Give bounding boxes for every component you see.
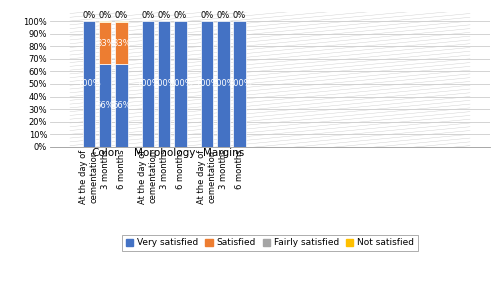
Text: 0%: 0% [200, 11, 214, 20]
Text: 33%: 33% [96, 39, 114, 47]
Text: Morphology: Morphology [134, 148, 195, 158]
Text: 66%: 66% [96, 101, 114, 110]
Text: 0%: 0% [158, 11, 171, 20]
Text: 100%: 100% [196, 80, 219, 88]
Text: 100%: 100% [136, 80, 160, 88]
Bar [115, 21, 128, 22]
Text: 100%: 100% [152, 80, 176, 88]
Text: 0%: 0% [142, 11, 154, 20]
Bar [115, 64, 128, 147]
Text: Color: Color [92, 148, 119, 158]
Text: Margins: Margins [202, 148, 244, 158]
Text: 100%: 100% [168, 80, 192, 88]
Text: 33%: 33% [112, 39, 131, 47]
Bar [174, 21, 186, 147]
Text: 0%: 0% [216, 11, 230, 20]
Text: 100%: 100% [212, 80, 235, 88]
Bar [217, 21, 230, 147]
Bar [158, 21, 170, 147]
Bar [83, 21, 95, 147]
Bar [99, 64, 112, 147]
Text: 0%: 0% [98, 11, 112, 20]
Text: 100%: 100% [228, 80, 252, 88]
Text: 100%: 100% [77, 80, 101, 88]
Text: 0%: 0% [174, 11, 187, 20]
Bar [99, 21, 112, 22]
Text: 66%: 66% [112, 101, 131, 110]
Text: 0%: 0% [115, 11, 128, 20]
Text: 0%: 0% [233, 11, 246, 20]
Legend: Very satisfied, Satisfied, Fairly satisfied, Not satisfied: Very satisfied, Satisfied, Fairly satisf… [122, 235, 418, 251]
Bar [201, 21, 213, 147]
Bar [115, 22, 128, 64]
Bar [99, 22, 112, 64]
Bar [234, 21, 245, 147]
Bar [142, 21, 154, 147]
Text: 0%: 0% [82, 11, 96, 20]
